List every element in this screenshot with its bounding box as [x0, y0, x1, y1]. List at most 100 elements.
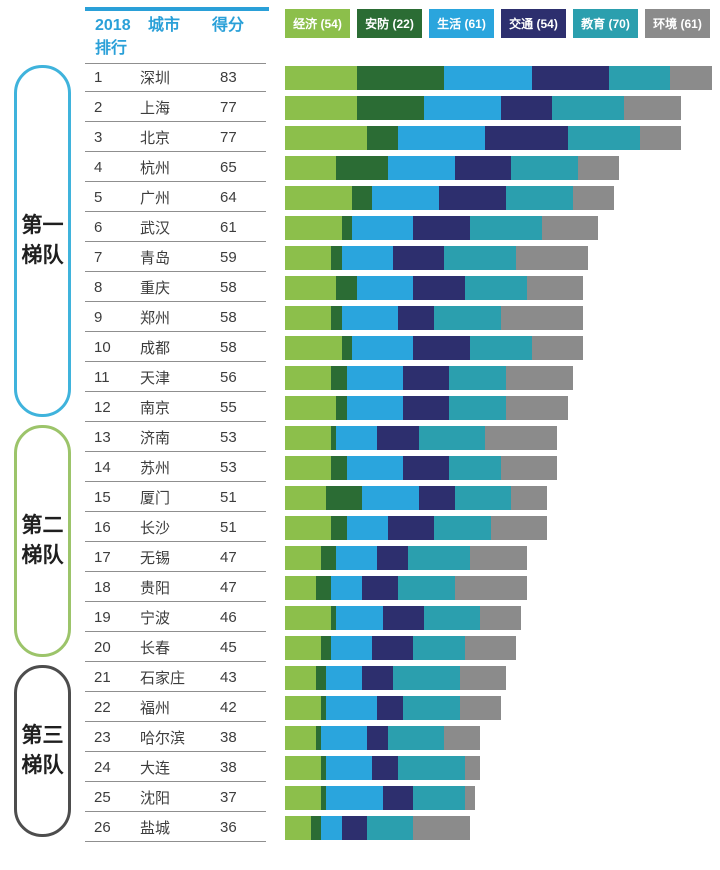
score-cell: 58: [220, 338, 237, 356]
ranking-row: 6 武汉 61: [0, 213, 720, 243]
bar-segment-environment: [480, 605, 522, 630]
bar-segment-security: [331, 365, 347, 390]
bar-segment-transport: [382, 605, 424, 630]
bar-segment-transport: [387, 515, 435, 540]
rank-cell: 3: [94, 128, 103, 146]
ranking-row: 17 无锡 47: [0, 543, 720, 573]
bar-segment-life: [362, 485, 419, 510]
rank-cell: 1: [94, 69, 103, 86]
bar-segment-education: [470, 335, 532, 360]
stacked-bar: [285, 425, 558, 450]
bar-segment-economy: [285, 305, 332, 330]
bar-segment-environment: [541, 215, 599, 240]
bar-segment-education: [367, 815, 414, 840]
bar-segment-life: [331, 575, 363, 600]
bar-segment-environment: [500, 305, 584, 330]
bar-segment-economy: [285, 665, 316, 690]
bar-segment-environment: [459, 695, 501, 720]
rank-cell: 6: [94, 218, 103, 236]
row-cells: 2 上海 77: [85, 93, 266, 122]
ranking-row: 10 成都 58: [0, 333, 720, 363]
ranking-row: 14 苏州 53: [0, 453, 720, 483]
bar-segment-security: [336, 155, 388, 180]
ranking-row: 19 宁波 46: [0, 603, 720, 633]
city-cell: 北京: [140, 129, 171, 147]
bar-segment-life: [331, 635, 373, 660]
bar-segment-education: [413, 635, 465, 660]
score-cell: 58: [220, 278, 237, 296]
city-cell: 济南: [140, 429, 171, 447]
bar-segment-life: [346, 395, 404, 420]
rank-cell: 25: [94, 788, 111, 806]
bar-segment-transport: [454, 155, 512, 180]
row-cells: 5 广州 64: [85, 183, 266, 212]
bar-segment-transport: [418, 485, 455, 510]
city-cell: 石家庄: [140, 669, 186, 687]
bar-segment-life: [341, 245, 393, 270]
city-cell: 长春: [140, 639, 171, 657]
row-cells: 6 武汉 61: [85, 213, 266, 242]
ranking-row: 15 厦门 51: [0, 483, 720, 513]
rank-cell: 16: [94, 518, 111, 536]
bar-segment-environment: [505, 395, 568, 420]
ranking-row: 24 大连 38: [0, 753, 720, 783]
score-cell: 43: [220, 668, 237, 686]
bar-segment-education: [392, 665, 460, 690]
bar-segment-environment: [490, 515, 548, 540]
city-cell: 深圳: [140, 70, 171, 87]
column-header-rank: 2018 排行: [95, 14, 131, 60]
bar-segment-security: [320, 785, 327, 810]
bar-segment-transport: [372, 635, 414, 660]
rank-cell: 22: [94, 698, 111, 716]
bar-segment-education: [408, 545, 470, 570]
bar-segment-security: [351, 185, 373, 210]
bar-segment-environment: [624, 95, 681, 120]
bar-segment-security: [336, 275, 357, 300]
bar-segment-education: [403, 695, 460, 720]
tier-label-2: 第二 梯队: [21, 514, 64, 567]
city-cell: 苏州: [140, 459, 171, 477]
bar-segment-education: [413, 785, 465, 810]
city-cell: 宁波: [140, 609, 171, 627]
bar-segment-economy: [285, 515, 332, 540]
bar-segment-education: [444, 245, 517, 270]
row-cells: 20 长春 45: [85, 633, 266, 662]
bar-segment-transport: [531, 65, 609, 90]
bar-segment-transport: [398, 305, 435, 330]
bar-segment-education: [449, 455, 501, 480]
rank-cell: 13: [94, 428, 111, 446]
bar-segment-economy: [285, 815, 311, 840]
stacked-bar: [285, 185, 614, 210]
row-cells: 7 青岛 59: [85, 243, 266, 272]
bar-segment-transport: [485, 125, 568, 150]
bar-segment-environment: [485, 425, 558, 450]
bar-segment-security: [341, 335, 352, 360]
bar-segment-education: [470, 215, 542, 240]
stacked-bar: [285, 605, 522, 630]
legend-chip-economy: 经济 (54): [285, 9, 350, 38]
bar-segment-life: [320, 725, 368, 750]
bar-segment-economy: [285, 335, 342, 360]
bar-segment-environment: [516, 245, 589, 270]
stacked-bar: [285, 815, 470, 840]
bar-segment-transport: [362, 575, 399, 600]
rank-cell: 24: [94, 758, 111, 776]
bar-segment-economy: [285, 755, 321, 780]
bar-segment-security: [336, 395, 347, 420]
ranking-row: 8 重庆 58: [0, 273, 720, 303]
city-cell: 郑州: [140, 309, 171, 327]
bar-segment-life: [326, 785, 383, 810]
bar-segment-environment: [531, 335, 584, 360]
ranking-row: 4 杭州 65: [0, 153, 720, 183]
bar-segment-transport: [413, 275, 465, 300]
bar-segment-education: [387, 725, 445, 750]
rank-cell: 14: [94, 458, 111, 476]
legend: 经济 (54) 安防 (22) 生活 (61) 交通 (54) 教育 (70) 环境 (6…: [285, 9, 710, 38]
bar-segment-security: [341, 215, 352, 240]
bar-segment-education: [567, 125, 640, 150]
rank-cell: 9: [94, 308, 103, 326]
bar-segment-economy: [285, 65, 357, 90]
score-cell: 38: [220, 758, 237, 776]
bar-segment-economy: [285, 245, 332, 270]
